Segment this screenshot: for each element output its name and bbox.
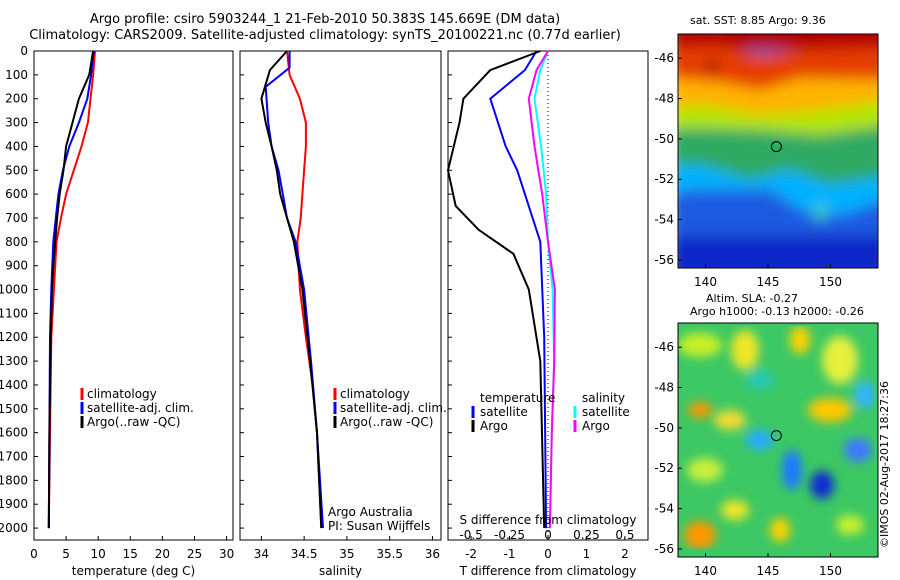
legend-label: Argo [582,419,610,433]
plot-frame-1 [33,50,234,541]
sst-lat-label: -50 [654,132,674,146]
annotation-text: PI: Susan Wijffels [328,519,430,533]
secondary-x-tick-label: -0.25 [494,528,525,542]
x-axis-label: temperature (deg C) [72,564,195,578]
y-tick-label: 1200 [0,330,28,344]
secondary-x-tick-label: 0 [544,528,552,542]
y-tick-label: 1700 [0,450,28,464]
legend-label: Argo(..raw -QC) [87,415,180,429]
y-tick-label: 1000 [0,283,28,297]
figure-title-line-1: Argo profile: csiro 5903244_1 21-Feb-201… [89,12,561,27]
x-tick-label: 35.5 [376,547,403,561]
y-tick-label: 1400 [0,378,28,392]
x-tick-label: 20 [155,547,170,561]
series-line [47,50,95,529]
x-tick-label: 10 [91,547,106,561]
y-tick-label: 300 [5,116,28,130]
legend-title-salinity: salinity [582,391,625,405]
series-line [527,50,556,529]
x-tick-label: 36 [425,547,440,561]
sst-lon-label: 150 [819,275,842,289]
altimetry-lat-label: -48 [654,381,674,395]
altimetry-lon-label: 140 [694,564,717,578]
x-tick-label: 35 [339,547,354,561]
altimetry-lon-label: 150 [819,564,842,578]
figure-title-line-2: Climatology: CARS2009. Satellite-adjuste… [29,28,621,43]
legend-label: satellite [480,405,528,419]
x-tick-label: 15 [123,547,138,561]
y-tick-label: 200 [5,92,28,106]
x-tick-label: 5 [62,547,70,561]
y-tick-label: 500 [5,163,28,177]
altimetry-lat-label: -50 [654,421,674,435]
legend-label: climatology [340,387,410,401]
annotation-text: Argo Australia [328,505,413,519]
series-line [260,50,323,529]
altimetry-map-frame [677,322,879,558]
sst-lat-label: -46 [654,51,674,65]
legend-label: climatology [87,387,157,401]
y-tick-label: 600 [5,187,28,201]
altimetry-map [678,323,878,557]
y-tick-label: 900 [5,259,28,273]
secondary-x-tick-label: 0.5 [615,528,634,542]
altimetry-float-position-marker [770,430,782,442]
legend-label: Argo [480,419,508,433]
y-tick-label: 100 [5,68,28,82]
x-tick-label: 25 [187,547,202,561]
sst-lat-label: -56 [654,253,674,267]
series-line [446,50,546,529]
y-tick-label: 400 [5,139,28,153]
y-tick-label: 1500 [0,402,28,416]
sst-map-frame [677,33,879,269]
altimetry-lat-label: -56 [654,542,674,556]
x-tick-label: 34.5 [291,547,318,561]
x-tick-label: -2 [465,547,477,561]
plot-frame-2 [239,50,442,541]
x-tick-label: 1 [583,547,591,561]
legend-title-temperature: temperature [480,391,555,405]
altimetry-map-title-2: Argo h1000: -0.13 h2000: -0.26 [690,305,864,318]
sst-lon-label: 140 [694,275,717,289]
x-tick-label: 2 [621,547,629,561]
sst-lon-label: 145 [757,275,780,289]
altimetry-lon-label: 145 [757,564,780,578]
secondary-x-tick-label: -0.5 [459,528,482,542]
y-tick-label: 1800 [0,473,28,487]
secondary-x-tick-label: 0.25 [573,528,600,542]
x-tick-label: 0 [30,547,38,561]
y-tick-label: 700 [5,211,28,225]
altimetry-lat-label: -52 [654,461,674,475]
series-line [489,50,548,529]
altimetry-map-title-1: Altim. SLA: -0.27 [706,292,799,305]
altimetry-lat-label: -46 [654,340,674,354]
sst-lat-label: -48 [654,92,674,106]
y-tick-label: 1300 [0,354,28,368]
x-axis-label: salinity [319,564,362,578]
secondary-x-axis-label: S difference from climatology [460,513,637,527]
y-tick-label: 0 [20,44,28,58]
x-axis-label: T difference from climatology [459,564,637,578]
x-tick-label: 0 [544,547,552,561]
sst-map-title: sat. SST: 8.85 Argo: 9.36 [690,14,826,27]
y-tick-label: 1100 [0,306,28,320]
sst-lat-label: -52 [654,172,674,186]
y-tick-label: 2000 [0,521,28,535]
sst-lat-label: -54 [654,213,674,227]
sst-float-position-marker [770,141,782,153]
y-tick-label: 800 [5,235,28,249]
x-tick-label: -1 [504,547,516,561]
legend-label: satellite-adj. clim. [340,401,447,415]
x-tick-label: 34 [254,547,269,561]
x-tick-label: 30 [219,547,234,561]
y-tick-label: 1900 [0,497,28,511]
legend-label: satellite-adj. clim. [87,401,194,415]
altimetry-lat-label: -54 [654,502,674,516]
legend-label: Argo(..raw -QC) [340,415,433,429]
legend-label: satellite [582,405,630,419]
y-tick-label: 1600 [0,426,28,440]
